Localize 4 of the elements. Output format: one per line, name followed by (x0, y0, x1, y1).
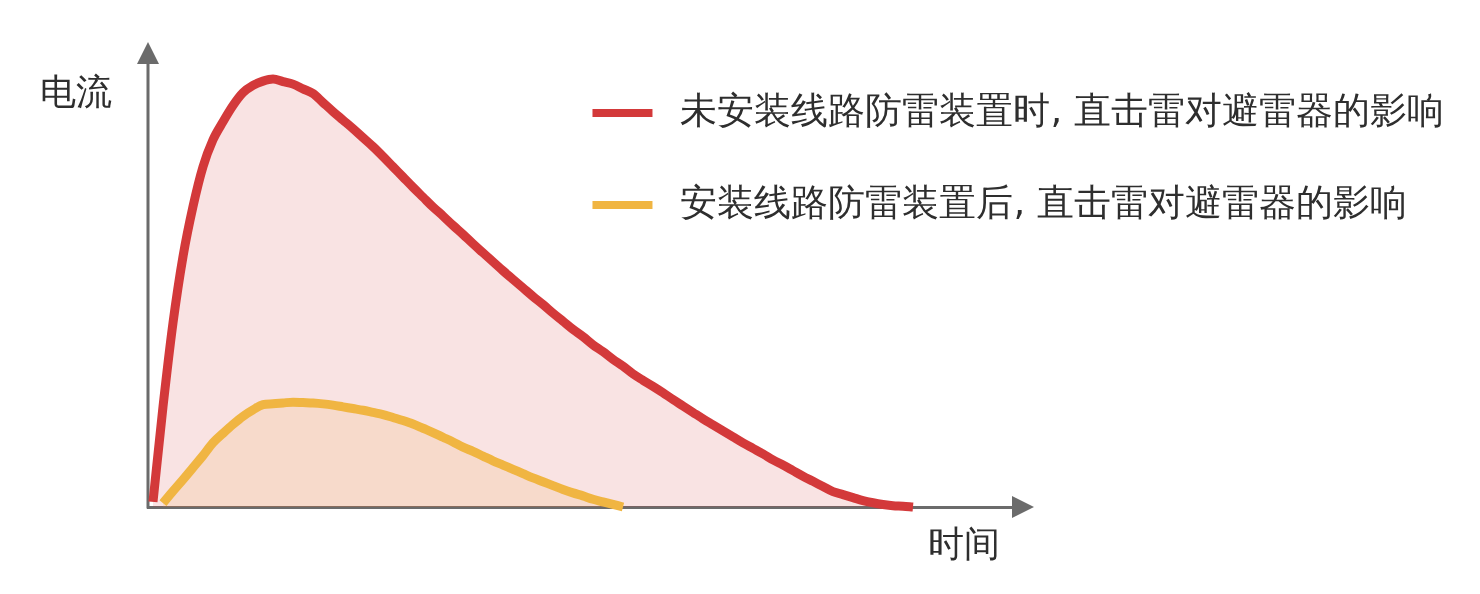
y-axis-title: 电流 (40, 71, 112, 113)
legend-label: 安装线路防雷装置后, 直击雷对避雷器的影响 (680, 180, 1408, 224)
legend-label: 未安装线路防雷装置时, 直击雷对避雷器的影响 (680, 88, 1445, 132)
x-axis-title: 时间 (928, 523, 1000, 565)
